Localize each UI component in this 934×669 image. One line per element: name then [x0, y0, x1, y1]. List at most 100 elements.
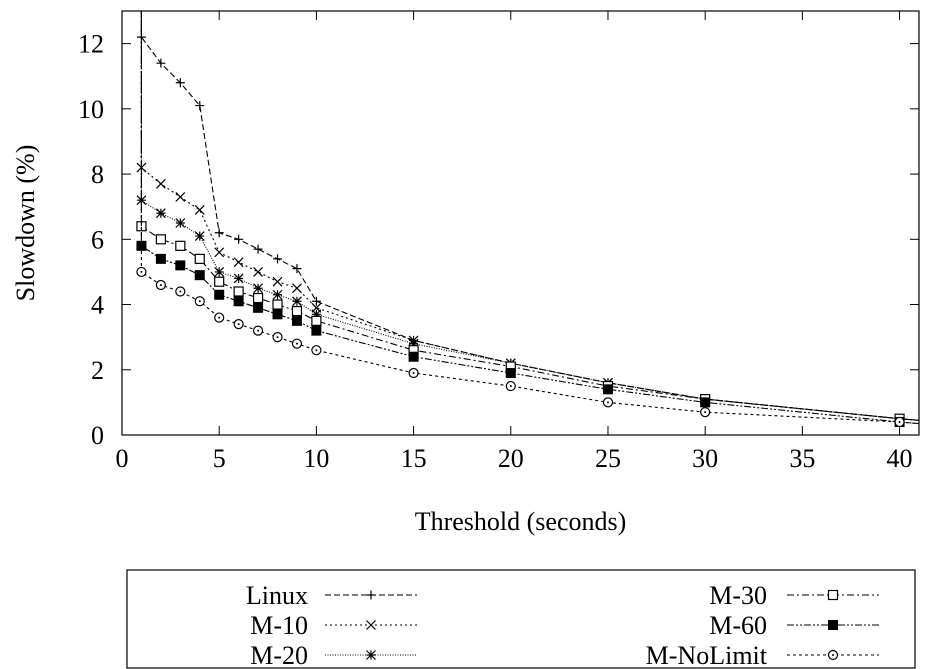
- data-point: [272, 289, 283, 300]
- data-point: [253, 244, 263, 254]
- data-point: [311, 296, 321, 306]
- data-point: [505, 368, 516, 379]
- data-point: [311, 325, 322, 336]
- data-point: [408, 338, 419, 349]
- data-point: [292, 296, 302, 307]
- data-point: [214, 266, 225, 277]
- data-point: [273, 254, 283, 264]
- y-tick-label: 8: [91, 160, 104, 189]
- data-point: [194, 296, 205, 307]
- data-point: [155, 208, 166, 219]
- data-point: [828, 620, 838, 630]
- x-tick-label: 10: [303, 444, 329, 473]
- data-point: [311, 315, 322, 326]
- data-point: [233, 296, 244, 307]
- x-tick-label: 15: [401, 444, 427, 473]
- y-tick-label: 6: [91, 225, 104, 254]
- legend-item-m-10: M-10: [250, 611, 417, 640]
- series-line: [140, 11, 920, 421]
- data-point: [233, 273, 244, 284]
- data-point: [311, 345, 322, 356]
- series-m-nolimit: [136, 11, 920, 428]
- data-point: [214, 247, 225, 258]
- series-m-30: [136, 11, 920, 424]
- legend-label: M-30: [709, 581, 767, 610]
- data-point: [214, 228, 224, 238]
- x-tick-label: 0: [116, 444, 129, 473]
- data-point: [175, 218, 186, 228]
- data-point: [827, 649, 839, 661]
- data-point: [175, 286, 186, 297]
- x-tick-label: 35: [789, 444, 815, 473]
- legend-item-m-30: M-30: [709, 581, 879, 610]
- series-line: [140, 11, 920, 425]
- data-point: [214, 312, 225, 323]
- y-tick-label: 10: [78, 95, 104, 124]
- data-point: [253, 302, 264, 313]
- data-point: [155, 234, 166, 245]
- data-point: [233, 319, 244, 330]
- data-point: [894, 416, 905, 428]
- data-point: [366, 620, 376, 630]
- legend-label: M-NoLimit: [646, 641, 768, 669]
- data-point: [194, 253, 205, 264]
- y-tick-label: 12: [78, 30, 104, 59]
- data-point: [252, 325, 264, 336]
- data-point: [155, 178, 166, 189]
- x-tick-label: 40: [887, 444, 913, 473]
- data-point: [175, 240, 186, 251]
- legend-label: Linux: [246, 581, 308, 610]
- series-m-60: [136, 11, 920, 427]
- x-tick-label: 25: [595, 444, 621, 473]
- data-point: [291, 338, 303, 349]
- y-tick-label: 0: [91, 421, 104, 450]
- legend-label: M-20: [250, 641, 308, 669]
- data-point: [272, 276, 283, 287]
- data-point: [272, 309, 283, 320]
- y-tick-label: 2: [91, 356, 104, 385]
- data-point: [233, 257, 244, 268]
- x-tick-label: 5: [213, 444, 226, 473]
- series-linux: [136, 11, 920, 424]
- data-point: [253, 283, 263, 294]
- data-point: [155, 253, 166, 264]
- series-line: [140, 11, 920, 421]
- y-axis-label: Slowdown (%): [11, 145, 40, 302]
- data-point: [291, 315, 302, 326]
- data-point: [700, 397, 711, 408]
- data-point: [505, 380, 516, 392]
- data-point: [366, 650, 376, 660]
- data-point: [233, 286, 244, 297]
- x-axis-label: Threshold (seconds): [415, 507, 627, 536]
- plot-frame: [121, 10, 920, 436]
- data-point: [602, 384, 613, 395]
- data-point: [214, 289, 225, 300]
- series-m-20: [136, 11, 920, 424]
- series-line: [140, 11, 920, 425]
- x-tick-label: 20: [498, 444, 524, 473]
- data-point: [136, 266, 147, 278]
- data-point: [366, 590, 376, 600]
- legend-item-m-60: M-60: [709, 611, 879, 640]
- y-tick-label: 4: [91, 291, 104, 320]
- legend-item-m-nolimit: M-NoLimit: [646, 641, 879, 669]
- series-lines: [136, 11, 920, 428]
- legend-label: M-60: [709, 611, 767, 640]
- series-line: [140, 11, 920, 421]
- data-point: [155, 279, 166, 291]
- data-point: [408, 367, 419, 379]
- axes: 0 5 10 15 20 25 30 35 40 0 2 4 6 8 10 12: [78, 10, 920, 473]
- data-point: [272, 332, 283, 343]
- data-point: [292, 283, 302, 294]
- data-point: [214, 276, 225, 287]
- legend-item-m-20: M-20: [250, 641, 417, 669]
- data-point: [602, 397, 614, 408]
- series-line: [140, 11, 920, 421]
- data-point: [175, 191, 186, 202]
- x-tick-label: 30: [692, 444, 718, 473]
- legend-box: [126, 569, 916, 669]
- data-point: [408, 351, 419, 362]
- data-point: [700, 407, 711, 418]
